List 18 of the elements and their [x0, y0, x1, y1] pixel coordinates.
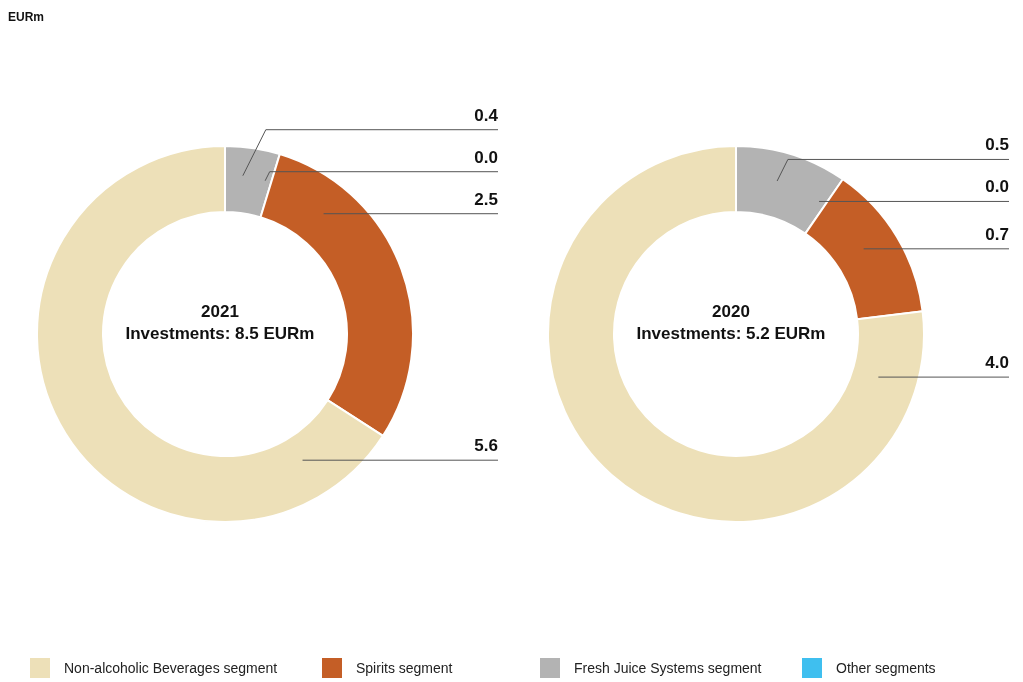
- text: 0.0: [474, 147, 498, 167]
- data-label: 2.5: [474, 189, 498, 209]
- text: 0.0: [985, 177, 1009, 197]
- text: EURm: [8, 10, 45, 24]
- data-label: 0.7: [985, 224, 1009, 244]
- legend-label: Spirits segment: [356, 660, 453, 676]
- legend-label: Non-alcoholic Beverages segment: [64, 660, 278, 676]
- donut-slice: [547, 145, 925, 523]
- text: Investments: 5.2 EURm: [635, 323, 827, 345]
- data-label: 5.6: [474, 436, 498, 456]
- text: 2020: [711, 301, 751, 323]
- legend-label: Fresh Juice Systems segment: [574, 660, 762, 676]
- legend-label: Other segments: [836, 660, 936, 676]
- text: Investments: 8.5 EURm: [124, 323, 316, 345]
- data-label: 0.5: [985, 135, 1009, 155]
- data-label: 0.4: [474, 105, 499, 125]
- data-label: 4.0: [985, 353, 1009, 373]
- text: 2021: [200, 301, 240, 323]
